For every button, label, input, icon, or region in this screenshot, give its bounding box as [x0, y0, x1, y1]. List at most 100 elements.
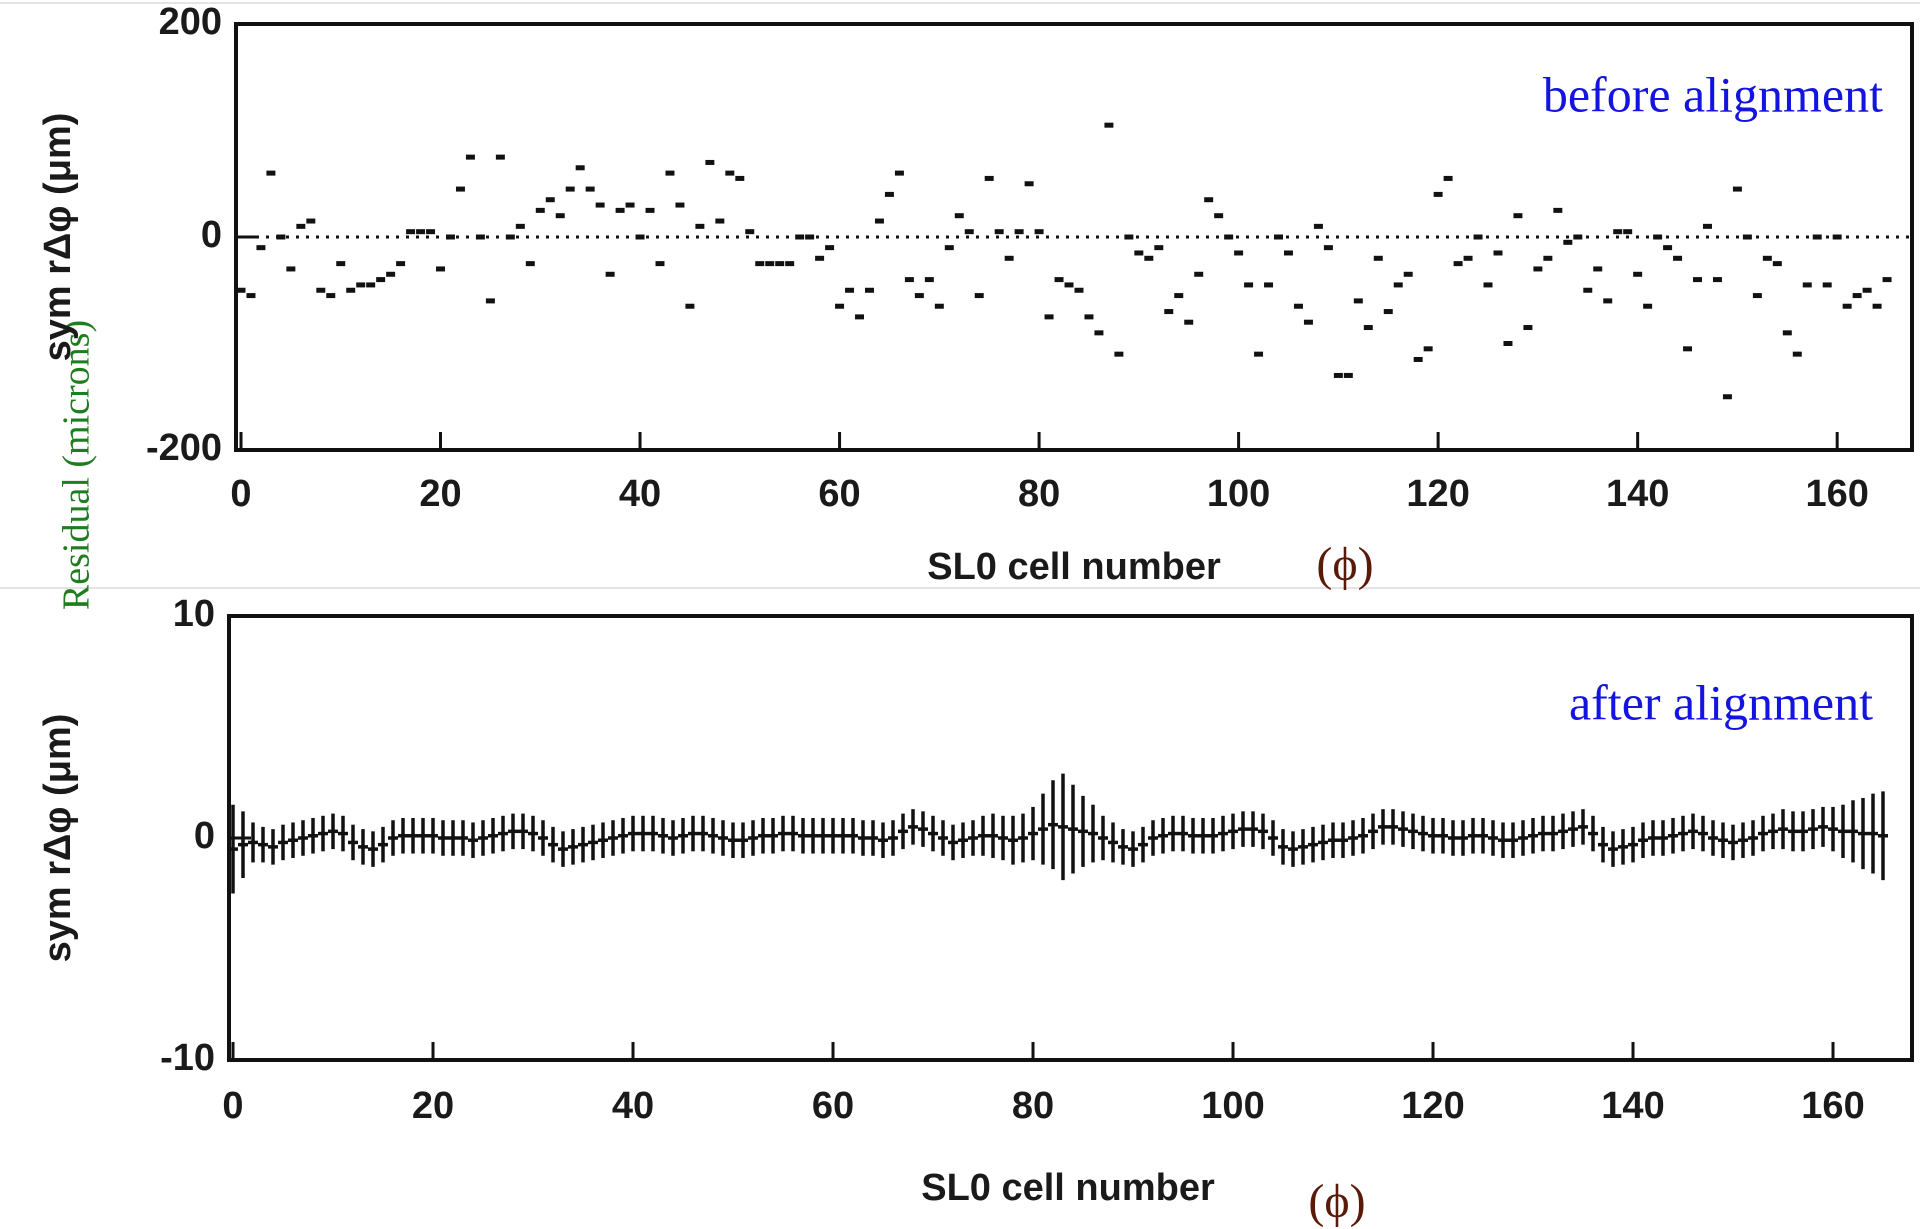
x-tick-label: 160 [1801, 1085, 1864, 1127]
marker [1244, 282, 1254, 288]
marker [575, 165, 585, 171]
marker [436, 266, 446, 272]
marker [1164, 309, 1174, 315]
marker [1673, 255, 1683, 261]
x-axis-label: SL0 cell number [921, 1167, 1215, 1209]
marker [1762, 255, 1772, 261]
marker [994, 229, 1004, 235]
marker [685, 303, 695, 309]
marker [236, 287, 246, 293]
marker [445, 234, 455, 240]
y-tick-label: 10 [173, 593, 215, 635]
marker [1463, 255, 1473, 261]
marker [884, 191, 894, 197]
marker [1693, 277, 1703, 283]
marker [1373, 255, 1383, 261]
marker [924, 277, 934, 283]
marker [855, 314, 865, 320]
marker [525, 261, 535, 267]
marker [1194, 271, 1204, 277]
marker [1513, 213, 1523, 219]
marker [266, 170, 276, 176]
marker [1593, 266, 1603, 272]
marker [1234, 250, 1244, 256]
x-tick-label: 0 [230, 473, 251, 515]
marker [1383, 309, 1393, 315]
marker [1812, 234, 1822, 240]
marker [675, 202, 685, 208]
marker [326, 293, 336, 299]
y-tick-label: 0 [201, 214, 222, 256]
marker [1772, 261, 1782, 267]
x-tick-label: 140 [1601, 1085, 1664, 1127]
marker [1842, 303, 1852, 309]
marker [1124, 234, 1134, 240]
marker [1094, 330, 1104, 336]
marker [1543, 255, 1553, 261]
marker [1752, 293, 1762, 299]
marker [655, 261, 665, 267]
marker [805, 234, 815, 240]
marker [934, 303, 944, 309]
x-tick-label: 120 [1406, 473, 1469, 515]
marker [1254, 351, 1264, 357]
marker [1663, 245, 1673, 251]
marker [1613, 229, 1623, 235]
marker [1144, 255, 1154, 261]
marker [1573, 234, 1583, 240]
marker [605, 271, 615, 277]
marker [1533, 266, 1543, 272]
marker [1184, 319, 1194, 325]
marker [1333, 372, 1343, 378]
marker [1792, 351, 1802, 357]
marker [1643, 303, 1653, 309]
marker [416, 229, 426, 235]
y-tick-label: 200 [159, 1, 222, 43]
marker [665, 170, 675, 176]
marker [366, 282, 376, 288]
marker [1583, 287, 1593, 293]
marker [1154, 245, 1164, 251]
marker [1653, 234, 1663, 240]
marker [406, 229, 416, 235]
marker [1174, 293, 1184, 299]
marker [815, 255, 825, 261]
marker [455, 186, 465, 192]
marker [1264, 282, 1274, 288]
marker [894, 170, 904, 176]
marker [1353, 298, 1363, 304]
marker [1702, 223, 1712, 229]
marker [336, 261, 346, 267]
marker [356, 282, 366, 288]
marker [1214, 213, 1224, 219]
marker [974, 293, 984, 299]
marker [256, 245, 266, 251]
y-axis-label: sym rΔφ (μm) [37, 113, 79, 362]
marker [1413, 356, 1423, 362]
marker [246, 293, 256, 299]
marker [984, 175, 994, 181]
marker [276, 234, 286, 240]
marker [1742, 234, 1752, 240]
marker [585, 186, 595, 192]
marker [765, 261, 775, 267]
marker [1712, 277, 1722, 283]
marker [1363, 325, 1373, 331]
marker [1872, 303, 1882, 309]
marker [914, 293, 924, 299]
marker [615, 207, 625, 213]
x-tick-label: 0 [222, 1085, 243, 1127]
marker [1563, 239, 1573, 245]
marker [1313, 223, 1323, 229]
marker [485, 298, 495, 304]
marker [1134, 250, 1144, 256]
marker [904, 277, 914, 283]
marker [545, 197, 555, 203]
marker [1323, 245, 1333, 251]
marker [1204, 197, 1214, 203]
x-axis-label: SL0 cell number [927, 546, 1221, 588]
marker [1822, 282, 1832, 288]
annotation: after alignment [1569, 674, 1873, 730]
marker [1483, 282, 1493, 288]
